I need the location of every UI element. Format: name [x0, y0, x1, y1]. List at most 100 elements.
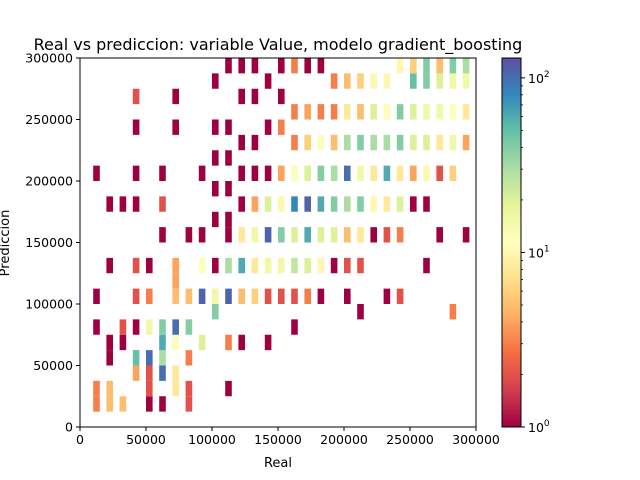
heatmap-cell [185, 396, 193, 412]
heatmap-cell [198, 288, 206, 304]
heatmap-cell [344, 196, 351, 212]
heatmap-cell [330, 227, 338, 243]
heatmap-cell [225, 211, 232, 228]
heatmap-cell [251, 288, 259, 304]
heatmap-cell [106, 257, 113, 274]
heatmap-cell [238, 334, 245, 351]
heatmap-cell [330, 196, 338, 212]
heatmap-cell [357, 304, 364, 320]
x-tick-label: 0 [76, 432, 84, 447]
heatmap-cell [119, 334, 127, 351]
heatmap-cell [159, 227, 166, 243]
heatmap-cell [357, 134, 364, 151]
heatmap-cell [185, 350, 193, 366]
heatmap-cell [278, 288, 285, 304]
heatmap-cell [436, 73, 443, 89]
heatmap-cell [132, 350, 140, 366]
heatmap-cell [172, 273, 179, 289]
heatmap-cell [146, 380, 153, 397]
heatmap-cell [410, 196, 417, 212]
heatmap-cell [449, 104, 457, 120]
heatmap-cell [172, 119, 179, 135]
heatmap-cell [344, 227, 351, 243]
heatmap-cell [396, 134, 404, 151]
heatmap-cell [159, 396, 166, 412]
x-tick-label: 100000 [188, 432, 236, 447]
heatmap-cell [93, 288, 100, 304]
heatmap-cell [106, 350, 113, 366]
heatmap-cell [106, 380, 113, 397]
heatmap-cell [462, 104, 470, 120]
y-tick-label: 100000 [25, 297, 73, 312]
heatmap-cell [291, 134, 298, 151]
heatmap-cell [449, 304, 457, 320]
heatmap-cell [159, 165, 166, 181]
heatmap-cell [423, 196, 430, 212]
x-tick-label: 200000 [320, 432, 368, 447]
x-axis-label: Real [264, 456, 292, 471]
heatmap-cell [462, 134, 470, 151]
heatmap-cell [106, 334, 113, 351]
heatmap-cell [132, 288, 140, 304]
heatmap-cell [212, 257, 219, 274]
heatmap-cell [225, 380, 232, 397]
heatmap-cell [106, 196, 113, 212]
heatmap-cell [106, 396, 113, 412]
heatmap-cell [172, 319, 179, 335]
heatmap-cell [410, 165, 417, 181]
heatmap-cell [225, 58, 232, 74]
heatmap-cell [198, 334, 206, 351]
heatmap-cell [370, 196, 377, 212]
heatmap-cell [119, 396, 127, 412]
x-axis-ticks: 0 50000 100000 150000 200000 250000 300000 [76, 427, 500, 447]
heatmap-cell [119, 319, 127, 335]
heatmap-cell [238, 58, 245, 74]
heatmap-cell [225, 150, 232, 166]
y-tick-label: 200000 [25, 174, 73, 189]
heatmap-cell [172, 288, 179, 304]
heatmap-cell [370, 73, 377, 89]
heatmap-cell [357, 73, 364, 89]
heatmap-cell [238, 165, 245, 181]
heatmap-cell [317, 58, 325, 74]
heatmap-cell [212, 181, 219, 197]
y-tick-label: 150000 [25, 235, 73, 250]
heatmap-cell [291, 288, 298, 304]
heatmap-cell [357, 165, 364, 181]
y-tick-label: 50000 [33, 358, 73, 373]
heatmap-cell [344, 288, 351, 304]
heatmap-cell [238, 88, 245, 105]
heatmap-cell [159, 334, 166, 351]
heatmap-cell [185, 227, 193, 243]
heatmap-cell [304, 134, 311, 151]
heatmap-cell [396, 196, 404, 212]
heatmap-cell [423, 257, 430, 274]
heatmap-cell [317, 165, 325, 181]
heatmap-cell [238, 257, 245, 274]
heatmap-cell [159, 350, 166, 366]
heatmap-cell [291, 104, 298, 120]
heatmap-cell [212, 211, 219, 228]
heatmap-cell [344, 165, 351, 181]
heatmap-cell [449, 58, 457, 74]
heatmap-cell [93, 319, 100, 335]
heatmap-cell [225, 288, 232, 304]
heatmap-cell [370, 165, 377, 181]
y-tick-label: 0 [65, 420, 73, 435]
heatmap-cell [462, 58, 470, 74]
heatmap-cell [357, 227, 364, 243]
heatmap-cell [146, 350, 153, 366]
heatmap-cell [225, 227, 232, 243]
x-tick-label: 300000 [452, 432, 500, 447]
heatmap-cell [146, 257, 153, 274]
heatmap-cell [436, 58, 443, 74]
heatmap-cell [93, 165, 100, 181]
heatmap-cell [212, 304, 219, 320]
heatmap-cell [264, 165, 272, 181]
colorbar-tick-label: 102 [528, 70, 550, 86]
heatmap-cell [291, 196, 298, 212]
heatmap-cell [330, 134, 338, 151]
heatmap-cell [159, 196, 166, 212]
heatmap-cell [317, 104, 325, 120]
